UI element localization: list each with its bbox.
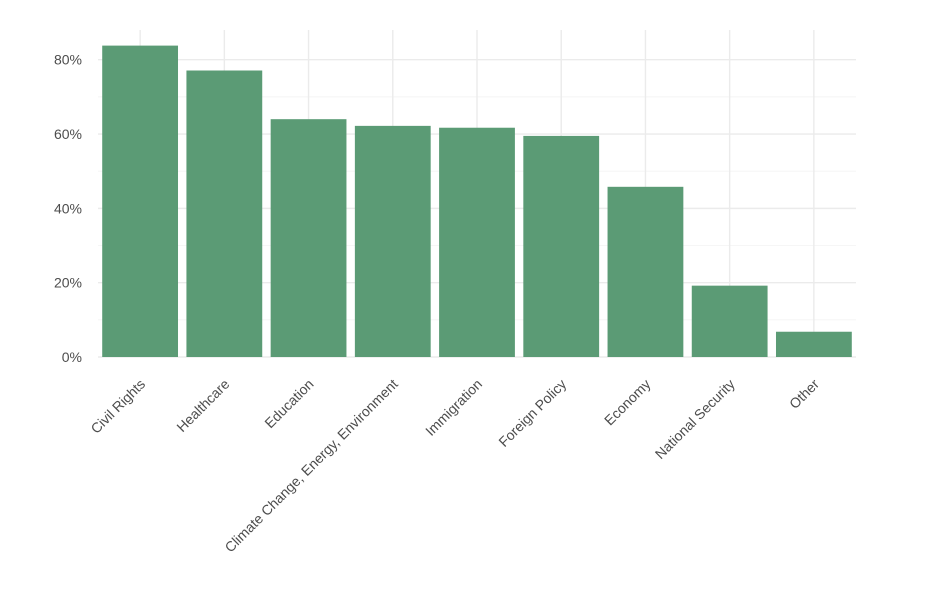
bar-national-security — [691, 285, 768, 357]
bar-foreign-policy — [523, 135, 600, 357]
x-tick-label: Healthcare — [173, 376, 232, 435]
bar-economy — [607, 186, 684, 357]
bar-civil-rights — [102, 45, 179, 358]
bar-healthcare — [186, 70, 263, 357]
y-axis-tick-labels: 0% 20% 40% 60% 80% — [54, 52, 82, 365]
x-tick-label: Education — [261, 376, 316, 431]
bar-immigration — [439, 127, 515, 357]
y-tick-label: 60% — [54, 126, 82, 142]
bar-other — [775, 331, 852, 357]
x-tick-label: Other — [786, 376, 822, 412]
x-tick-label: Foreign Policy — [495, 376, 569, 450]
x-tick-label: National Security — [652, 376, 738, 462]
x-tick-label: Immigration — [422, 376, 485, 439]
x-tick-label: Climate Change, Energy, Environment — [221, 376, 401, 556]
x-tick-label: Economy — [601, 376, 654, 429]
bar-education — [270, 119, 347, 357]
x-tick-label: Civil Rights — [87, 376, 148, 437]
y-tick-label: 80% — [54, 52, 82, 68]
y-tick-label: 40% — [54, 200, 82, 216]
y-tick-label: 20% — [54, 275, 82, 291]
y-tick-label: 0% — [62, 349, 82, 365]
bars — [102, 45, 852, 358]
bar-climate-change-energy-environment — [354, 125, 431, 357]
